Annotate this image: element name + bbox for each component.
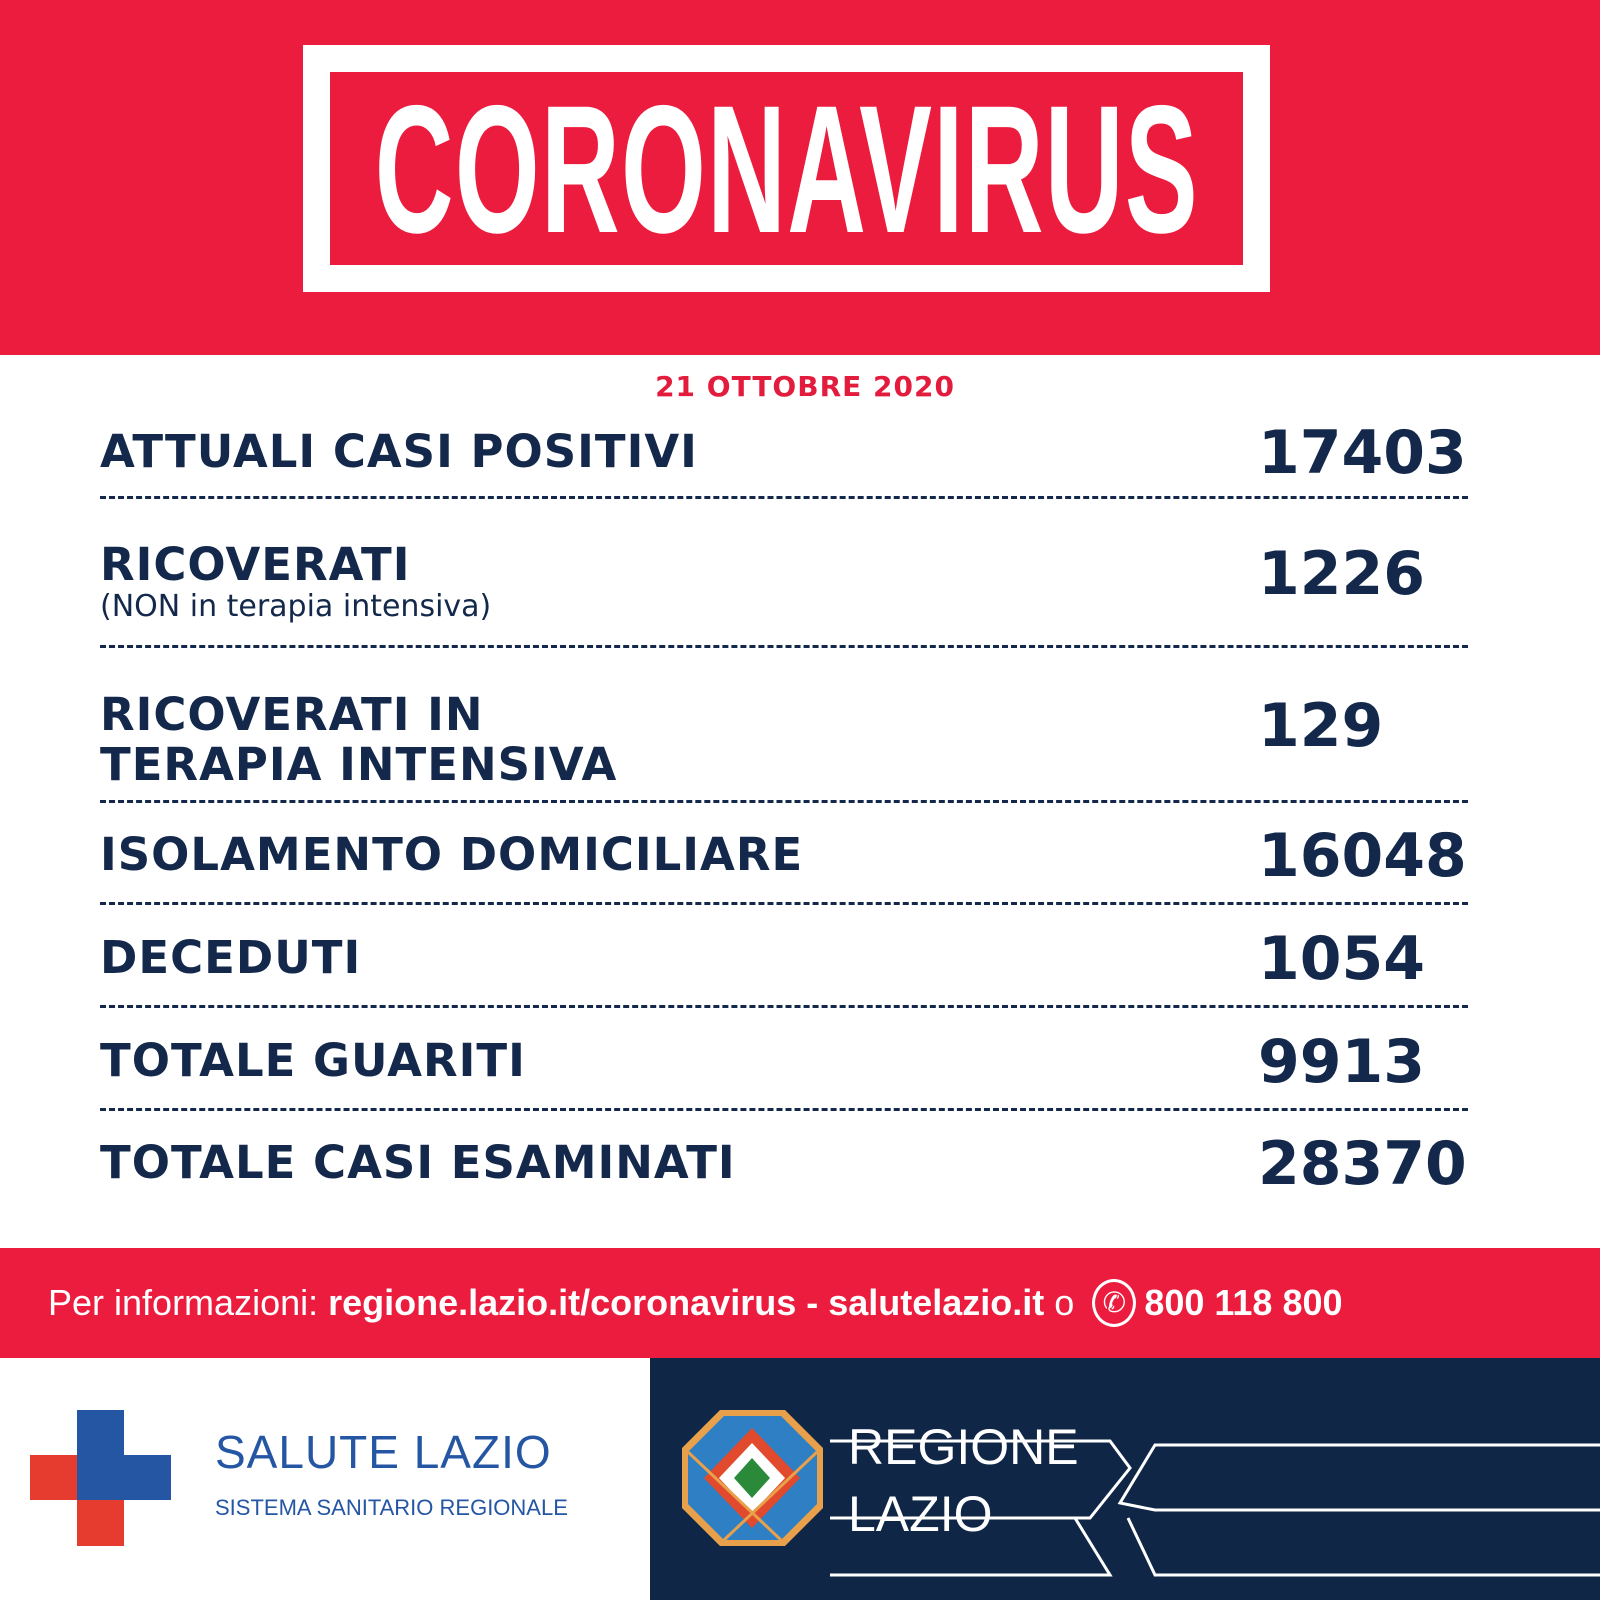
divider — [100, 902, 1468, 905]
stat-label: RICOVERATI IN — [100, 688, 484, 741]
salute-lazio-subtitle: SISTEMA SANITARIO REGIONALE — [215, 1495, 568, 1520]
page-title: CORONAVIRUS — [374, 66, 1199, 271]
stat-value: 1054 — [1258, 924, 1425, 994]
stat-label-line2: TERAPIA INTENSIVA — [100, 738, 618, 791]
stat-label: RICOVERATI — [100, 538, 411, 591]
stat-value: 129 — [1258, 691, 1384, 761]
stat-value: 28370 — [1258, 1129, 1467, 1199]
stat-value: 9913 — [1258, 1027, 1425, 1097]
stat-value: 1226 — [1258, 539, 1425, 609]
stat-value: 16048 — [1258, 821, 1467, 891]
date: 21 OTTOBRE 2020 — [655, 370, 955, 403]
regione-title-line2: LAZIO — [848, 1486, 993, 1542]
salute-lazio-title: SALUTE LAZIO — [215, 1426, 552, 1478]
divider — [100, 1108, 1468, 1111]
stat-label: ISOLAMENTO DOMICILIARE — [100, 828, 804, 881]
divider — [100, 496, 1468, 499]
link-salute[interactable]: salutelazio.it — [828, 1282, 1045, 1323]
regione-title-line1: REGIONE — [848, 1419, 1079, 1475]
stat-label: ATTUALI CASI POSITIVI — [100, 425, 698, 478]
regione-lazio-emblem — [682, 1410, 823, 1546]
phone-icon: ✆ — [1092, 1279, 1137, 1327]
stat-label: DECEDUTI — [100, 931, 362, 984]
phone-number[interactable]: 800 118 800 — [1144, 1282, 1343, 1323]
header-banner: CORONAVIRUS — [0, 0, 1600, 355]
link-regione[interactable]: regione.lazio.it/coronavirus — [328, 1282, 797, 1323]
divider — [100, 800, 1468, 803]
divider — [100, 645, 1468, 648]
salute-lazio-cross-logo — [30, 1410, 171, 1546]
or-text: o — [1044, 1282, 1085, 1323]
stat-value: 17403 — [1258, 418, 1467, 488]
divider — [100, 1005, 1468, 1008]
stat-label: TOTALE CASI ESAMINATI — [100, 1136, 736, 1189]
stat-label: TOTALE GUARITI — [100, 1034, 526, 1087]
stat-sublabel: (NON in terapia intensiva) — [100, 589, 492, 624]
title-frame: CORONAVIRUS — [303, 45, 1270, 292]
regione-lazio-lines — [830, 1439, 1600, 1577]
info-bar: Per informazioni: regione.lazio.it/coron… — [0, 1248, 1600, 1358]
separator: - — [796, 1282, 829, 1323]
info-prefix: Per informazioni: — [48, 1282, 329, 1323]
